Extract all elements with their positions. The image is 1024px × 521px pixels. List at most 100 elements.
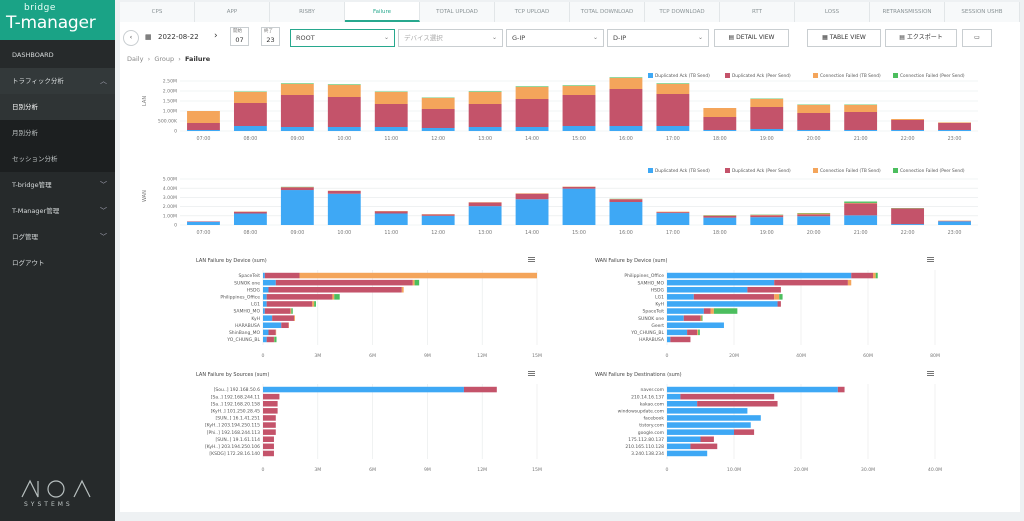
group-select[interactable]: ROOT ⌄ bbox=[290, 29, 395, 47]
x-tick-label: 6M bbox=[369, 353, 376, 359]
y-tick-label: LG1 bbox=[655, 294, 664, 300]
bar-segment bbox=[414, 279, 420, 286]
breadcrumb-current: Failure bbox=[185, 55, 211, 63]
menu-icon[interactable] bbox=[927, 257, 934, 262]
bar-segment bbox=[280, 190, 314, 225]
bar-segment bbox=[266, 336, 274, 343]
sidebar-item-traffic[interactable]: トラフィック分析 ︿ bbox=[0, 68, 115, 94]
tab-risby[interactable]: RISBY bbox=[270, 2, 345, 22]
sidebar-item-logout[interactable]: ログアウト bbox=[0, 250, 115, 276]
dip-select[interactable]: D-IP ⌄ bbox=[607, 29, 709, 47]
x-tick-label: 18:00 bbox=[713, 136, 727, 142]
legend-swatch bbox=[725, 73, 730, 78]
bar-segment bbox=[656, 94, 690, 126]
bar-segment bbox=[609, 89, 643, 126]
y-tick-label: 0 bbox=[174, 223, 177, 229]
bar-segment bbox=[667, 294, 694, 300]
bar-segment bbox=[264, 308, 291, 314]
sidebar-item-dashboard[interactable]: DASHBOARD bbox=[0, 42, 115, 68]
bar-segment bbox=[280, 95, 314, 127]
sidebar-item-label: DASHBOARD bbox=[12, 51, 54, 59]
prev-date-button[interactable]: ‹ bbox=[123, 30, 139, 46]
bar-segment bbox=[290, 308, 292, 314]
tab-total-download[interactable]: TOTAL DOWNLOAD bbox=[570, 2, 645, 22]
next-date-button[interactable]: › bbox=[214, 31, 218, 41]
bar-segment bbox=[683, 315, 701, 321]
app-logo[interactable]: bridge T-manager bbox=[0, 0, 115, 40]
bar-segment bbox=[667, 443, 691, 450]
tab-retransmission[interactable]: RETRANSMISSION bbox=[870, 2, 945, 22]
sidebar-item-logs[interactable]: ログ管理 ﹀ bbox=[0, 224, 115, 250]
x-tick-label: 12:00 bbox=[431, 230, 445, 236]
bar-segment bbox=[266, 301, 313, 307]
bar-segment bbox=[327, 85, 361, 97]
bar-segment bbox=[374, 92, 408, 104]
bar-segment bbox=[263, 408, 278, 414]
tab-rtt[interactable]: RTT bbox=[720, 2, 795, 22]
fullscreen-button[interactable]: ▭ bbox=[962, 29, 992, 47]
tab-cps[interactable]: CPS bbox=[120, 2, 195, 22]
sidebar-item-daily[interactable]: 日別分析 bbox=[0, 94, 115, 120]
tab-loss[interactable]: LOSS bbox=[795, 2, 870, 22]
bar-segment bbox=[263, 436, 274, 443]
bar-segment bbox=[656, 126, 690, 131]
start-hour-stepper[interactable]: 開始 07 bbox=[230, 27, 249, 46]
bar-segment bbox=[562, 86, 596, 95]
breadcrumb-daily[interactable]: Daily bbox=[127, 55, 144, 63]
x-tick-label: 14:00 bbox=[525, 136, 539, 142]
x-tick-label: 13:00 bbox=[478, 230, 492, 236]
bar-segment bbox=[891, 120, 925, 130]
bar-segment bbox=[421, 215, 455, 225]
sidebar-item-tmanager[interactable]: T-Manager管理 ﹀ bbox=[0, 198, 115, 224]
sidebar-item-session[interactable]: セッション分析 bbox=[0, 146, 115, 172]
bar-segment bbox=[263, 272, 265, 279]
tab-tcp-upload[interactable]: TCP UPLOAD bbox=[495, 2, 570, 22]
device-select[interactable]: デバイス選択 ⌄ bbox=[398, 29, 503, 47]
bar-segment bbox=[263, 393, 280, 400]
x-tick-label: 17:00 bbox=[666, 136, 680, 142]
gip-select-value: G-IP bbox=[512, 34, 526, 42]
y-tick-label: 175.112.80.137 bbox=[628, 437, 664, 443]
group-select-value: ROOT bbox=[296, 34, 315, 42]
chevron-left-icon: ‹ bbox=[129, 34, 133, 41]
bar-segment bbox=[332, 294, 335, 300]
bar-segment bbox=[656, 84, 690, 94]
y-tick-label: google.com bbox=[638, 430, 664, 436]
menu-icon[interactable] bbox=[927, 371, 934, 376]
chevron-down-icon: ﹀ bbox=[100, 207, 107, 215]
bar-segment bbox=[327, 127, 361, 131]
bar-segment bbox=[327, 97, 361, 127]
sidebar-item-tbridge[interactable]: T-bridge管理 ﹀ bbox=[0, 172, 115, 198]
bar-segment bbox=[263, 429, 276, 435]
legend-label: Duplicated Ack (TB Send) bbox=[655, 73, 710, 79]
bar-segment bbox=[187, 130, 220, 131]
bar-segment bbox=[468, 202, 502, 207]
bar-segment bbox=[280, 83, 314, 84]
y-tick-label: YO_CHUNG_BL bbox=[630, 330, 664, 336]
tab-app[interactable]: APP bbox=[195, 2, 270, 22]
export-button[interactable]: ▤ エクスポート bbox=[885, 29, 957, 47]
date-display[interactable]: 2022-08-22 bbox=[158, 33, 199, 41]
breadcrumb-group[interactable]: Group bbox=[154, 55, 175, 63]
menu-icon-line bbox=[927, 259, 934, 260]
detail-view-button[interactable]: ▤ DETAIL VIEW bbox=[714, 29, 789, 47]
gip-select[interactable]: G-IP ⌄ bbox=[506, 29, 604, 47]
bar-segment bbox=[280, 187, 314, 191]
tab-failure[interactable]: Failure bbox=[345, 2, 420, 22]
bar-segment bbox=[656, 83, 690, 84]
tab-total-upload[interactable]: TOTAL UPLOAD bbox=[420, 2, 495, 22]
menu-icon[interactable] bbox=[528, 257, 535, 262]
bar-segment bbox=[750, 129, 784, 131]
bar-segment bbox=[891, 224, 925, 225]
bar-segment bbox=[837, 386, 845, 393]
bar-segment bbox=[468, 91, 502, 92]
y-tick-label: [Phi..] 192.168.244.113 bbox=[207, 430, 260, 436]
tab-session[interactable]: SESSION USHB bbox=[945, 2, 1020, 22]
tab-tcp-download[interactable]: TCP DOWNLOAD bbox=[645, 2, 720, 22]
x-tick-label: 18:00 bbox=[713, 230, 727, 236]
bar-segment bbox=[844, 203, 878, 216]
sidebar-item-monthly[interactable]: 月別分析 bbox=[0, 120, 115, 146]
menu-icon[interactable] bbox=[528, 371, 535, 376]
table-view-button[interactable]: ▦ TABLE VIEW bbox=[807, 29, 881, 47]
end-hour-stepper[interactable]: 終了 23 bbox=[261, 27, 280, 46]
